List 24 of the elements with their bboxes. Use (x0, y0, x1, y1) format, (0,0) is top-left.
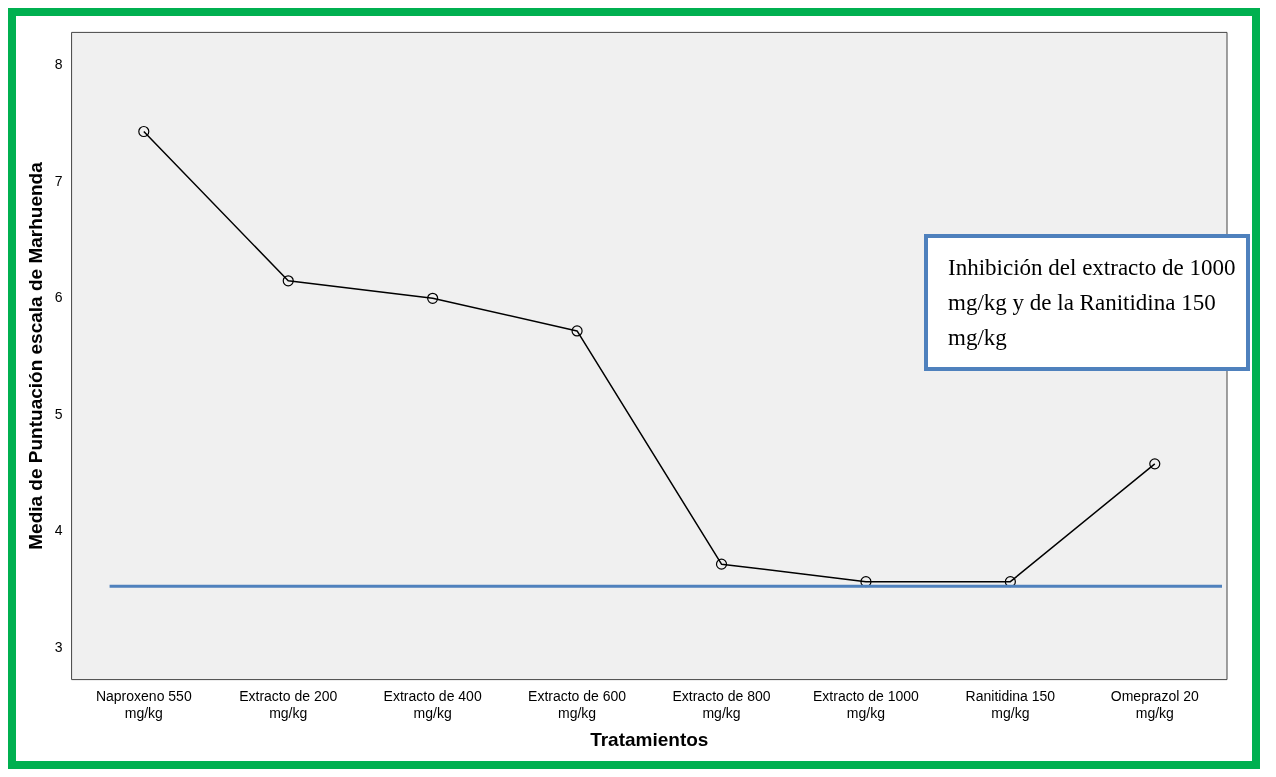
y-tick-label: 6 (54, 289, 63, 306)
point (138, 125, 150, 138)
x-tick-label: Extracto de 200 mg/kg (239, 687, 338, 721)
x-tick-label: Omeprazol 20 mg/kg (1110, 687, 1199, 721)
x-tick-label: Extracto de 800 mg/kg (672, 687, 771, 721)
x-tick-label: Extracto de 600 mg/kg (528, 687, 627, 721)
x-tick-label: Extracto de 400 mg/kg (383, 687, 482, 721)
y-tick-label: 7 (54, 172, 63, 189)
point (571, 325, 583, 337)
point (427, 292, 439, 304)
annotation: Inhibición del extracto de 1000 mg/kg y de la Ranitidina 150 mg/kg (924, 234, 1250, 371)
y-tick-label: 3 (54, 638, 63, 655)
y-axis-title: Media de Puntuación escala de Marhuenda (24, 161, 46, 550)
x-tick-label: Ranitidina 150 mg/kg (965, 687, 1056, 721)
y-tick-label: 5 (54, 405, 63, 422)
point (715, 558, 728, 570)
x-tick-label: Extracto de 1000 mg/kg (813, 687, 920, 721)
point (282, 275, 294, 287)
y-tick-label: 8 (54, 55, 63, 72)
x-axis-title: Tratamientos (590, 728, 709, 750)
point (1149, 458, 1161, 470)
point (860, 576, 872, 588)
x-tick-label: Naproxeno 550 mg/kg (95, 687, 192, 721)
y-tick-label: 4 (54, 522, 63, 539)
